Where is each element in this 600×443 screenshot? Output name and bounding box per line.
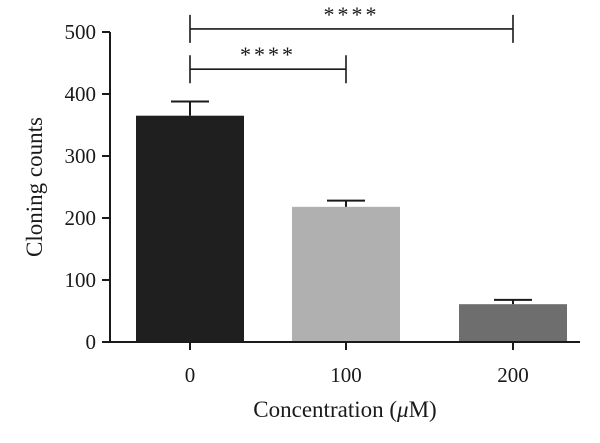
y-tick-label-200: 200: [65, 206, 97, 230]
y-tick-label-100: 100: [65, 268, 97, 292]
y-tick-label-400: 400: [65, 82, 97, 106]
error-bars-layer: [171, 100, 532, 305]
significance-bracket-1: [189, 55, 347, 84]
significance-label-2: ****: [324, 2, 380, 27]
x-tick-label-0: 0: [185, 363, 196, 387]
x-tick-label-100: 100: [330, 363, 362, 387]
x-tick-label-200: 200: [497, 363, 529, 387]
x-axis-unit-mu: μ: [396, 397, 409, 422]
significance-label-1: ****: [240, 42, 296, 67]
axes-layer: 0 100 200 300 400 500 0 100 200: [65, 20, 580, 387]
x-axis-title-text: Concentration (: [253, 397, 397, 422]
y-tick-label-0: 0: [86, 330, 97, 354]
bars-layer: [136, 115, 567, 342]
significance-layer: **** ****: [189, 2, 514, 84]
bar-0: [136, 115, 244, 342]
x-axis-unit-rest: M): [409, 397, 437, 422]
y-tick-label-500: 500: [65, 20, 97, 44]
y-tick-label-300: 300: [65, 144, 97, 168]
y-axis-title: Cloning counts: [22, 117, 47, 257]
bar-200: [459, 304, 567, 342]
x-axis-title: Concentration (μM): [253, 397, 436, 422]
significance-bracket-2: [189, 14, 514, 43]
bar-100: [292, 206, 400, 342]
